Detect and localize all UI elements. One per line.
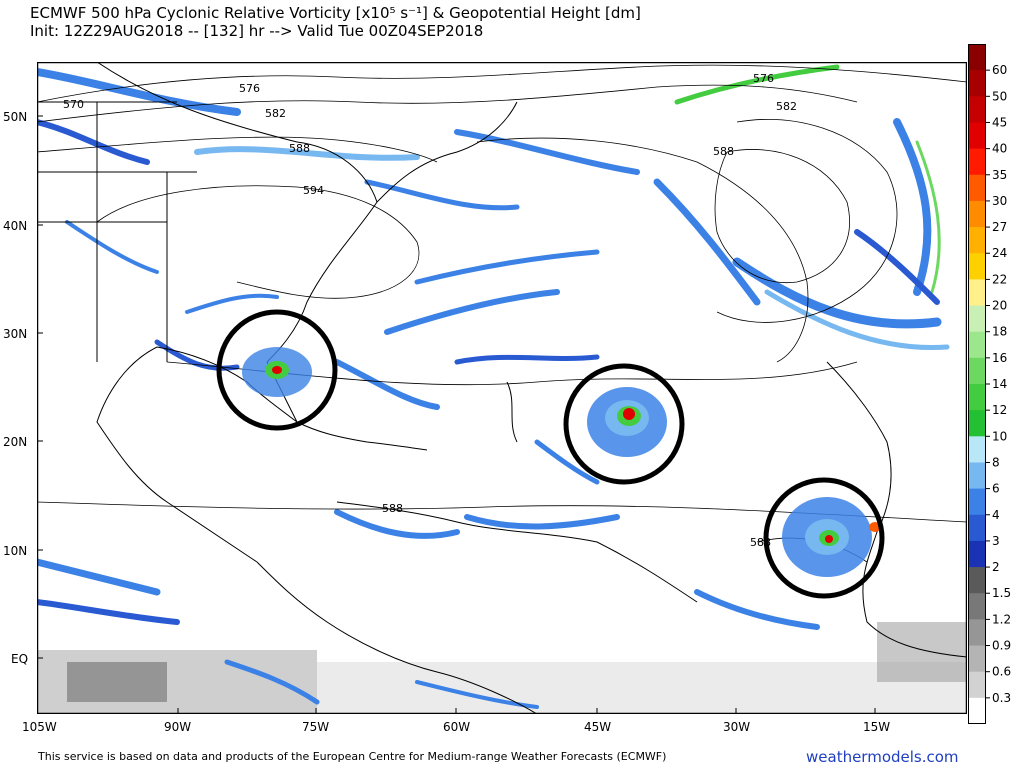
colorbar-swatch (968, 227, 986, 254)
lat-label: 10N (3, 544, 27, 558)
colorbar-swatch (968, 488, 986, 516)
colorbar-swatch (968, 44, 986, 71)
colorbar-swatch (968, 671, 986, 699)
colorbar-label: 12 (992, 403, 1007, 417)
init-valid-time: Init: 12Z29AUG2018 -- [132] hr --> Valid… (30, 22, 484, 40)
colorbar-label: 4 (992, 508, 1000, 522)
chart-title: ECMWF 500 hPa Cyclonic Relative Vorticit… (30, 4, 641, 22)
colorbar-swatch (968, 122, 986, 150)
colorbar-label: 16 (992, 351, 1007, 365)
brand-link[interactable]: weathermodels.com (806, 748, 959, 766)
colorbar-label: 1.2 (992, 612, 1011, 626)
colorbar-label: 50 (992, 89, 1007, 103)
eastern-atlantic-storm-circle (763, 477, 885, 599)
lon-label: 15W (863, 720, 890, 734)
lon-label: 90W (164, 720, 191, 734)
colorbar-swatch (968, 540, 986, 568)
lat-label: 50N (3, 110, 27, 124)
equatorial-low-vorticity-shading (37, 622, 967, 714)
colorbar-label: 6 (992, 482, 1000, 496)
colorbar-label: 3 (992, 534, 1000, 548)
colorbar-label: 40 (992, 142, 1007, 156)
contour-label: 582 (776, 100, 797, 113)
colorbar-swatch (968, 200, 986, 228)
colorbar-swatch (968, 174, 986, 202)
colorbar-swatch (968, 148, 986, 176)
colorbar-swatch (968, 96, 986, 123)
colorbar-label: 10 (992, 429, 1007, 443)
colorbar-frame (968, 44, 986, 724)
colorbar-label: 24 (992, 246, 1007, 260)
colorbar-label: 20 (992, 299, 1007, 313)
lat-label: 40N (3, 219, 27, 233)
lat-label: 20N (3, 435, 27, 449)
colorbar-swatch (968, 697, 986, 724)
vorticity-colorbar: 60 50 45 40 35 30 27 24 22 20 18 16 14 12 10 8 6 4 3 2 1.5 1.… (968, 44, 1011, 724)
lon-label: 45W (584, 720, 611, 734)
colorbar-label: 18 (992, 325, 1007, 339)
vorticity-streaks (37, 64, 950, 709)
colorbar-swatch (968, 462, 986, 490)
colorbar-swatch (968, 567, 986, 594)
contour-label: 570 (63, 98, 84, 111)
colorbar-label: 0.6 (992, 665, 1011, 679)
colorbar-label: 45 (992, 115, 1007, 129)
contour-label: 588 (382, 502, 403, 515)
contour-label: 588 (750, 536, 771, 549)
contour-label: 588 (289, 142, 310, 155)
colorbar-swatch (968, 253, 986, 280)
colorbar-label: 2 (992, 560, 1000, 574)
colorbar-label: 0.9 (992, 639, 1011, 653)
lon-label: 75W (302, 720, 329, 734)
storm-cores (242, 347, 881, 577)
colorbar-swatch (968, 593, 986, 620)
lon-label: 60W (443, 720, 470, 734)
colorbar-label: 27 (992, 220, 1007, 234)
colorbar-swatch (968, 384, 986, 411)
ecmwf-disclaimer: This service is based on data and produc… (38, 750, 667, 763)
colorbar-label: 0.3 (992, 691, 1011, 705)
colorbar-label: 60 (992, 63, 1007, 77)
colorbar-swatch (968, 305, 986, 333)
colorbar-label: 35 (992, 168, 1007, 182)
contour-label: 582 (265, 107, 286, 120)
vorticity-map: 570 576 582 588 594 576 582 588 588 588 (37, 62, 967, 714)
colorbar-label: 14 (992, 377, 1007, 391)
lon-label: 105W (22, 720, 57, 734)
colorbar-swatch (968, 436, 986, 463)
colorbar-label: 22 (992, 272, 1007, 286)
colorbar-swatch (968, 357, 986, 385)
florida-system-circle (216, 309, 338, 431)
colorbar-swatch (968, 645, 986, 673)
map-frame (37, 62, 967, 714)
lon-label: 30W (723, 720, 750, 734)
contour-labels: 570 576 582 588 594 576 582 588 588 588 (63, 72, 797, 549)
colorbar-swatch (968, 331, 986, 359)
colorbar-swatch (968, 514, 986, 542)
contour-label: 594 (303, 184, 324, 197)
central-atlantic-storm-circle (563, 363, 685, 485)
colorbar-swatch (968, 279, 986, 307)
colorbar-swatch (968, 619, 986, 647)
colorbar-swatch (968, 70, 986, 97)
contour-label: 588 (713, 145, 734, 158)
colorbar-label: 1.5 (992, 586, 1011, 600)
lat-label: 30N (3, 327, 27, 341)
colorbar-swatch (968, 410, 986, 437)
colorbar-label: 8 (992, 455, 1000, 469)
contour-label: 576 (753, 72, 774, 85)
colorbar-label: 30 (992, 194, 1007, 208)
lat-label: EQ (11, 652, 28, 666)
contour-label: 576 (239, 82, 260, 95)
